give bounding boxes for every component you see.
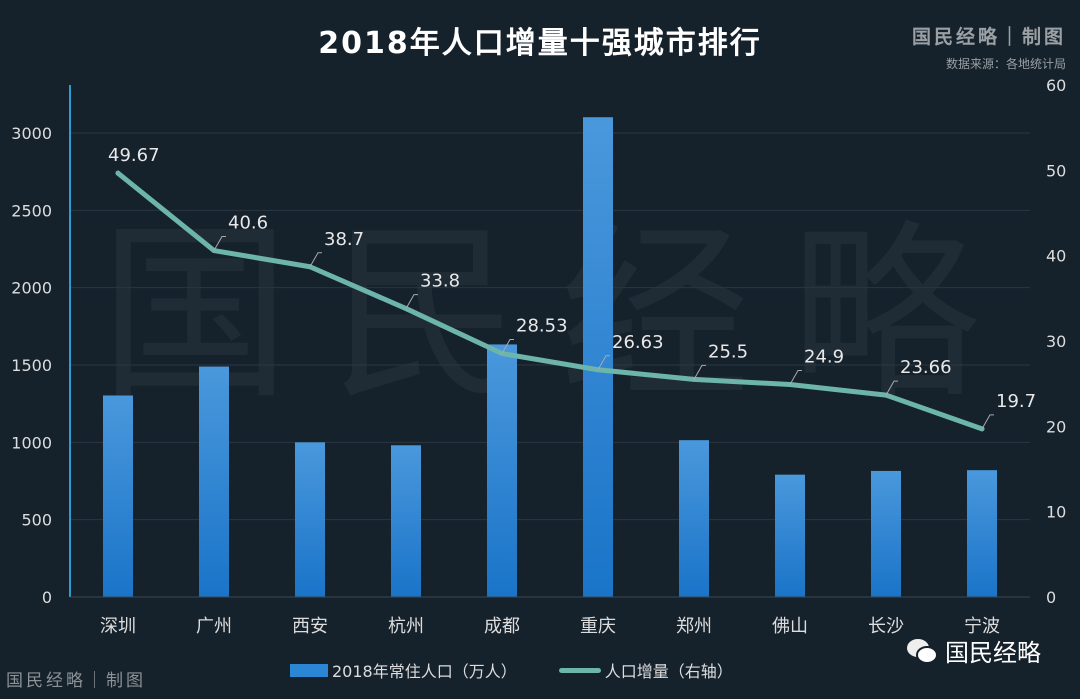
y-left-tick: 2000 — [11, 279, 52, 298]
bar — [103, 395, 133, 597]
x-tick: 佛山 — [772, 616, 808, 637]
label-leader — [405, 294, 418, 309]
x-tick: 广州 — [196, 616, 232, 637]
label-leader — [885, 380, 898, 396]
y-right-tick: 0 — [1046, 588, 1056, 607]
bar — [967, 470, 997, 597]
x-tick: 宁波 — [964, 616, 1000, 637]
legend-item-bar: 2018年常住人口（万人） — [290, 658, 517, 682]
data-label: 24.9 — [804, 347, 844, 368]
bar — [775, 474, 805, 597]
brand-label: 国民经略｜制图 — [911, 26, 1066, 48]
bar — [199, 366, 229, 597]
label-leader — [693, 364, 706, 380]
data-label: 33.8 — [420, 271, 460, 292]
wechat-name: 国民经略 — [945, 639, 1041, 667]
bar — [487, 344, 517, 597]
wechat-badge: 国民经略 — [905, 633, 1041, 668]
chart-title: 2018年人口增量十强城市排行 — [318, 26, 762, 61]
data-label: 25.5 — [708, 341, 748, 362]
y-right-tick: 40 — [1046, 247, 1066, 266]
bar — [583, 117, 613, 597]
bar — [871, 470, 901, 597]
legend: 2018年常住人口（万人） 人口增量（右轴） — [290, 658, 733, 682]
x-tick: 长沙 — [868, 616, 904, 637]
y-left-tick: 1500 — [11, 356, 52, 375]
data-label: 19.7 — [996, 391, 1036, 412]
label-leader — [597, 355, 610, 371]
legend-item-line: 人口增量（右轴） — [558, 658, 733, 682]
x-tick: 深圳 — [100, 616, 136, 637]
label-leader — [981, 414, 994, 430]
line-series — [115, 170, 985, 432]
y-right-tick: 60 — [1046, 76, 1066, 95]
data-label: 40.6 — [228, 213, 268, 234]
x-tick: 成都 — [484, 616, 520, 637]
bar — [391, 445, 421, 597]
y-right-tick: 20 — [1046, 417, 1066, 436]
bar — [295, 442, 325, 597]
y-left-tick: 3000 — [11, 124, 52, 143]
legend-swatch-line — [558, 667, 601, 673]
y-left-tick: 0 — [42, 588, 52, 607]
footer-brand: 国民经略｜制图 — [6, 671, 146, 691]
bar — [679, 440, 709, 597]
label-leader — [213, 236, 226, 251]
data-label: 26.63 — [612, 332, 664, 353]
line-point — [115, 170, 121, 176]
label-leader — [789, 370, 802, 385]
label-leader — [309, 252, 322, 268]
data-label: 23.66 — [900, 357, 952, 378]
legend-swatch-bar — [290, 663, 328, 677]
data-label: 28.53 — [516, 316, 568, 337]
wechat-icon — [907, 638, 938, 664]
y-right-tick: 50 — [1046, 161, 1066, 180]
x-tick: 西安 — [292, 616, 328, 637]
legend-label-line: 人口增量（右轴） — [604, 662, 733, 681]
watermark: 国民经略 — [100, 204, 1020, 425]
legend-label-bar: 2018年常住人口（万人） — [332, 662, 517, 681]
y-left-tick: 500 — [21, 511, 52, 530]
y-right-tick: 10 — [1046, 503, 1066, 522]
data-label: 38.7 — [324, 229, 364, 250]
y-left-tick: 1000 — [11, 433, 52, 452]
x-tick: 重庆 — [580, 616, 616, 637]
data-label: 49.67 — [108, 145, 160, 166]
label-leader — [501, 339, 514, 354]
source-note: 数据来源：各地统计局 — [945, 57, 1066, 71]
y-right-tick: 30 — [1046, 332, 1066, 351]
y-left-tick: 2500 — [11, 201, 52, 220]
x-tick: 杭州 — [388, 616, 424, 637]
x-tick: 郑州 — [676, 616, 712, 637]
